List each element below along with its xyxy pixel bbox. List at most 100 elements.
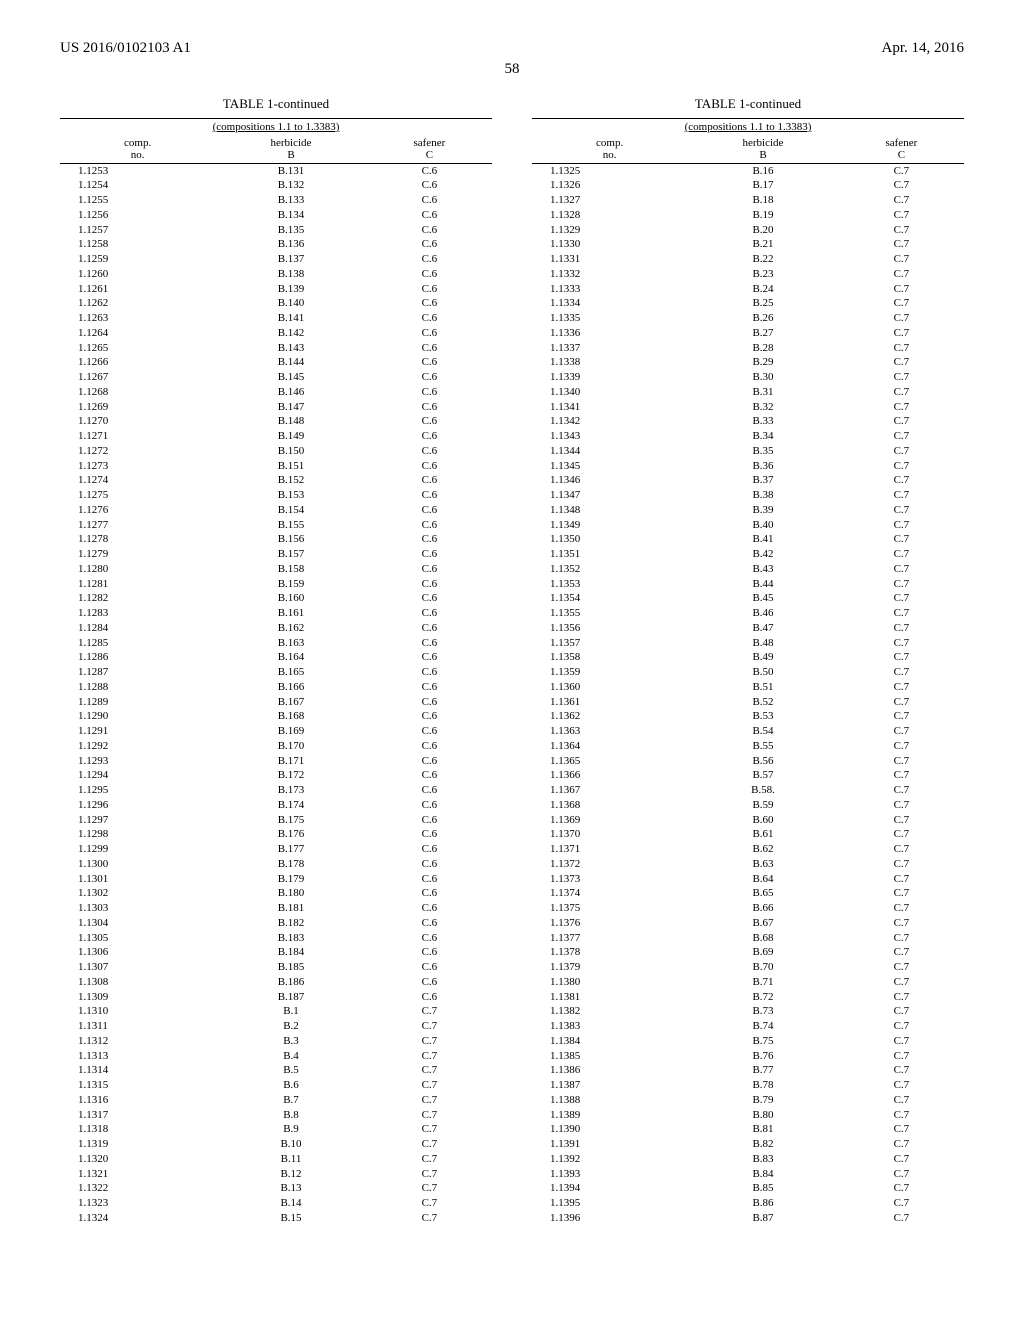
- cell-safener: C.7: [839, 297, 964, 312]
- cell-comp-no: 1.1296: [60, 798, 215, 813]
- cell-safener: C.7: [839, 208, 964, 223]
- table-row: 1.1369B.60C.7: [532, 813, 964, 828]
- cell-safener: C.6: [367, 990, 492, 1005]
- cell-herbicide: B.150: [215, 444, 366, 459]
- cell-safener: C.7: [367, 1197, 492, 1212]
- cell-comp-no: 1.1310: [60, 1005, 215, 1020]
- cell-comp-no: 1.1256: [60, 208, 215, 223]
- cell-herbicide: B.71: [687, 975, 838, 990]
- cell-safener: C.6: [367, 208, 492, 223]
- table-row: 1.1319B.10C.7: [60, 1138, 492, 1153]
- cell-comp-no: 1.1363: [532, 725, 687, 740]
- cell-comp-no: 1.1352: [532, 562, 687, 577]
- cell-safener: C.7: [839, 695, 964, 710]
- table-row: 1.1300B.178C.6: [60, 857, 492, 872]
- table-row: 1.1268B.146C.6: [60, 385, 492, 400]
- cell-comp-no: 1.1390: [532, 1123, 687, 1138]
- cell-safener: C.6: [367, 312, 492, 327]
- cell-herbicide: B.168: [215, 710, 366, 725]
- table-row: 1.1329B.20C.7: [532, 223, 964, 238]
- cell-safener: C.7: [839, 223, 964, 238]
- cell-herbicide: B.164: [215, 651, 366, 666]
- cell-safener: C.6: [367, 194, 492, 209]
- cell-comp-no: 1.1383: [532, 1020, 687, 1035]
- cell-herbicide: B.2: [215, 1020, 366, 1035]
- cell-herbicide: B.181: [215, 902, 366, 917]
- col-header-herbicide: herbicide B: [215, 135, 366, 163]
- cell-safener: C.7: [839, 621, 964, 636]
- table-row: 1.1302B.180C.6: [60, 887, 492, 902]
- cell-safener: C.7: [839, 990, 964, 1005]
- cell-safener: C.6: [367, 680, 492, 695]
- cell-herbicide: B.145: [215, 371, 366, 386]
- table-row: 1.1253B.131C.6: [60, 164, 492, 179]
- cell-comp-no: 1.1336: [532, 326, 687, 341]
- table-row: 1.1263B.141C.6: [60, 312, 492, 327]
- cell-comp-no: 1.1254: [60, 179, 215, 194]
- table-row: 1.1380B.71C.7: [532, 975, 964, 990]
- cell-safener: C.7: [839, 636, 964, 651]
- cell-safener: C.7: [367, 1005, 492, 1020]
- table-row: 1.1356B.47C.7: [532, 621, 964, 636]
- table-row: 1.1306B.184C.6: [60, 946, 492, 961]
- cell-safener: C.6: [367, 857, 492, 872]
- cell-comp-no: 1.1326: [532, 179, 687, 194]
- cell-safener: C.7: [839, 1152, 964, 1167]
- cell-safener: C.7: [839, 533, 964, 548]
- cell-safener: C.7: [839, 975, 964, 990]
- cell-herbicide: B.143: [215, 341, 366, 356]
- table-row: 1.1322B.13C.7: [60, 1182, 492, 1197]
- cell-comp-no: 1.1347: [532, 489, 687, 504]
- col-header-safener: safener C: [839, 135, 964, 163]
- cell-herbicide: B.67: [687, 916, 838, 931]
- cell-safener: C.6: [367, 710, 492, 725]
- cell-safener: C.6: [367, 267, 492, 282]
- cell-comp-no: 1.1282: [60, 592, 215, 607]
- cell-herbicide: B.53: [687, 710, 838, 725]
- cell-herbicide: B.54: [687, 725, 838, 740]
- table-row: 1.1343B.34C.7: [532, 430, 964, 445]
- table-row: 1.1261B.139C.6: [60, 282, 492, 297]
- table-row: 1.1316B.7C.7: [60, 1093, 492, 1108]
- cell-herbicide: B.58.: [687, 784, 838, 799]
- table-row: 1.1327B.18C.7: [532, 194, 964, 209]
- cell-comp-no: 1.1302: [60, 887, 215, 902]
- table-row: 1.1315B.6C.7: [60, 1079, 492, 1094]
- cell-herbicide: B.87: [687, 1211, 838, 1226]
- table-row: 1.1324B.15C.7: [60, 1211, 492, 1226]
- cell-safener: C.7: [839, 666, 964, 681]
- cell-safener: C.6: [367, 887, 492, 902]
- cell-herbicide: B.7: [215, 1093, 366, 1108]
- table-row: 1.1323B.14C.7: [60, 1197, 492, 1212]
- cell-comp-no: 1.1323: [60, 1197, 215, 1212]
- cell-safener: C.7: [367, 1167, 492, 1182]
- cell-herbicide: B.147: [215, 400, 366, 415]
- table-row: 1.1305B.183C.6: [60, 931, 492, 946]
- cell-safener: C.6: [367, 902, 492, 917]
- cell-safener: C.6: [367, 695, 492, 710]
- cell-safener: C.6: [367, 164, 492, 179]
- cell-safener: C.7: [839, 887, 964, 902]
- cell-safener: C.7: [367, 1034, 492, 1049]
- cell-comp-no: 1.1378: [532, 946, 687, 961]
- cell-comp-no: 1.1291: [60, 725, 215, 740]
- table-row: 1.1331B.22C.7: [532, 253, 964, 268]
- cell-comp-no: 1.1263: [60, 312, 215, 327]
- cell-herbicide: B.19: [687, 208, 838, 223]
- table-row: 1.1284B.162C.6: [60, 621, 492, 636]
- table-row: 1.1394B.85C.7: [532, 1182, 964, 1197]
- cell-herbicide: B.152: [215, 474, 366, 489]
- cell-comp-no: 1.1341: [532, 400, 687, 415]
- table-row: 1.1374B.65C.7: [532, 887, 964, 902]
- cell-safener: C.7: [839, 518, 964, 533]
- cell-comp-no: 1.1328: [532, 208, 687, 223]
- table-row: 1.1279B.157C.6: [60, 548, 492, 563]
- cell-safener: C.7: [839, 1182, 964, 1197]
- cell-herbicide: B.187: [215, 990, 366, 1005]
- publication-date: Apr. 14, 2016: [882, 40, 965, 57]
- cell-safener: C.7: [367, 1138, 492, 1153]
- table-row: 1.1318B.9C.7: [60, 1123, 492, 1138]
- cell-safener: C.7: [839, 931, 964, 946]
- cell-safener: C.6: [367, 430, 492, 445]
- cell-herbicide: B.136: [215, 238, 366, 253]
